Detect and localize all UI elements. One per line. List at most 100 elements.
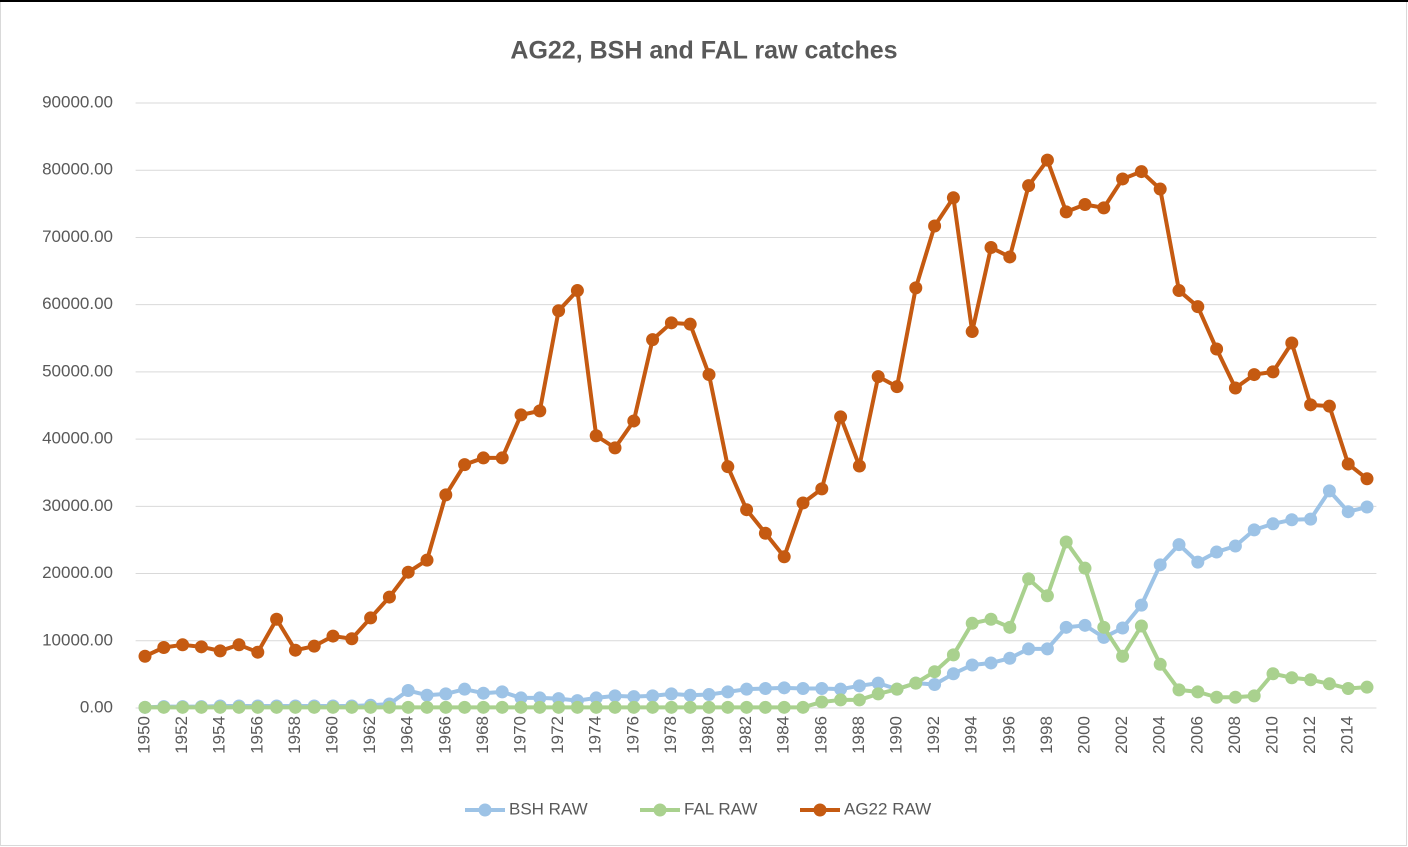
data-point <box>1191 300 1205 314</box>
x-tick-label: 1956 <box>247 716 266 754</box>
data-point <box>495 685 509 699</box>
data-point <box>476 700 490 714</box>
data-point <box>834 682 848 696</box>
data-point <box>965 616 979 630</box>
x-tick-label: 1954 <box>210 716 229 754</box>
x-tick-label: 2004 <box>1150 716 1169 754</box>
data-point <box>270 612 284 626</box>
legend-marker <box>653 803 667 817</box>
data-point <box>1134 165 1148 179</box>
data-point <box>796 700 810 714</box>
data-point <box>871 687 885 701</box>
x-tick-label: 1988 <box>849 716 868 754</box>
x-tick-label: 2014 <box>1338 716 1357 754</box>
data-point <box>288 643 302 657</box>
y-tick-label: 50000.00 <box>42 361 113 380</box>
data-point <box>495 700 509 714</box>
data-point <box>1059 620 1073 634</box>
data-point <box>777 681 791 695</box>
data-point <box>326 700 340 714</box>
data-point <box>928 665 942 679</box>
data-point <box>1210 342 1224 356</box>
data-point <box>1153 558 1167 572</box>
data-point <box>420 553 434 567</box>
data-point <box>1172 284 1186 298</box>
data-point <box>890 682 904 696</box>
data-point <box>420 700 434 714</box>
x-tick-label: 2010 <box>1262 716 1281 754</box>
x-tick-label: 1962 <box>360 716 379 754</box>
data-point <box>758 682 772 696</box>
data-point <box>288 700 302 714</box>
data-point <box>251 700 265 714</box>
data-point <box>401 565 415 579</box>
data-point <box>345 700 359 714</box>
data-point <box>1191 555 1205 569</box>
data-point <box>909 281 923 295</box>
data-point <box>834 410 848 424</box>
data-point <box>608 441 622 455</box>
x-tick-label: 1998 <box>1037 716 1056 754</box>
data-point <box>1116 172 1130 186</box>
y-tick-label: 40000.00 <box>42 429 113 448</box>
data-point <box>1247 523 1261 537</box>
x-tick-label: 1994 <box>962 716 981 754</box>
y-tick-label: 20000.00 <box>42 563 113 582</box>
data-point <box>1022 572 1036 586</box>
data-point <box>928 677 942 691</box>
data-point <box>401 700 415 714</box>
y-tick-label: 10000.00 <box>42 630 113 649</box>
data-point <box>458 700 472 714</box>
data-point <box>533 691 547 705</box>
data-point <box>721 700 735 714</box>
x-tick-label: 1990 <box>886 716 905 754</box>
x-tick-label: 1992 <box>924 716 943 754</box>
data-point <box>1116 649 1130 663</box>
data-point <box>646 689 660 703</box>
data-point <box>815 695 829 709</box>
data-point <box>326 629 340 643</box>
data-point <box>157 700 171 714</box>
data-point <box>1003 620 1017 634</box>
data-point <box>1059 535 1073 549</box>
data-point <box>1172 683 1186 697</box>
legend-label: BSH RAW <box>509 799 588 818</box>
x-tick-label: 2006 <box>1187 716 1206 754</box>
data-point <box>946 648 960 662</box>
data-point <box>758 526 772 540</box>
data-point <box>570 284 584 298</box>
data-point <box>1341 457 1355 471</box>
x-tick-label: 1996 <box>999 716 1018 754</box>
data-point <box>1040 153 1054 167</box>
data-point <box>1285 513 1299 527</box>
data-point <box>702 700 716 714</box>
data-point <box>1116 621 1130 635</box>
data-point <box>890 380 904 394</box>
data-point <box>420 688 434 702</box>
data-point <box>965 325 979 339</box>
data-point <box>552 700 566 714</box>
data-point <box>664 700 678 714</box>
data-point <box>1266 517 1280 531</box>
data-point <box>796 496 810 510</box>
data-point <box>909 676 923 690</box>
data-point <box>364 611 378 625</box>
y-tick-label: 60000.00 <box>42 294 113 313</box>
data-point <box>683 688 697 702</box>
data-point <box>1040 642 1054 656</box>
data-point <box>232 700 246 714</box>
data-point <box>476 451 490 465</box>
data-point <box>721 685 735 699</box>
data-point <box>1360 500 1374 514</box>
legend-marker <box>813 803 827 817</box>
data-point <box>815 482 829 496</box>
data-point <box>852 459 866 473</box>
data-point <box>514 408 528 422</box>
data-point <box>514 700 528 714</box>
data-point <box>1322 677 1336 691</box>
x-tick-label: 2008 <box>1225 716 1244 754</box>
data-point <box>307 639 321 653</box>
data-point <box>1360 680 1374 694</box>
legend-label: FAL RAW <box>684 799 757 818</box>
